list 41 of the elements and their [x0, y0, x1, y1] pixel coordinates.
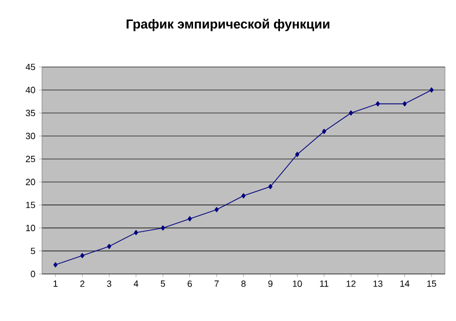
y-tick-label: 20	[26, 178, 36, 186]
point	[107, 244, 112, 249]
y-tick-label: 0	[30, 270, 36, 278]
x-tick-label: 13	[374, 280, 382, 287]
point	[376, 101, 380, 106]
x-tick-label: 2	[80, 280, 84, 287]
point	[295, 152, 300, 157]
x-tick-label: 15	[427, 280, 436, 287]
point	[268, 184, 272, 190]
x-tick-label: 9	[268, 280, 272, 287]
y-tick-label: 40	[26, 86, 36, 94]
point	[134, 230, 138, 236]
point	[402, 101, 407, 106]
chart-title: График эмпирической функции	[126, 18, 330, 32]
point	[241, 193, 246, 198]
point	[348, 110, 354, 116]
x-tick-label: 1	[54, 280, 58, 287]
point	[53, 262, 58, 268]
x-tick-label: 12	[346, 280, 356, 287]
y-tick-label: 35	[26, 110, 36, 116]
y-tick-label: 30	[26, 132, 36, 140]
x-tick-label: 8	[241, 280, 246, 287]
x-tick-label: 10	[292, 280, 302, 287]
y-tick-label: 25	[26, 156, 36, 162]
x-tick-label: 11	[320, 280, 328, 287]
point	[322, 128, 326, 134]
y-tick-label: 45	[26, 64, 36, 70]
point	[188, 216, 192, 222]
x-tick-label: 7	[214, 280, 219, 287]
point	[214, 206, 219, 212]
y-tick-label: 10	[26, 224, 36, 232]
x-tick-label: 14	[400, 280, 410, 287]
x-tick-label: 4	[134, 280, 138, 287]
y-tick-label: 5	[30, 248, 36, 254]
x-tick-label: 3	[107, 280, 112, 287]
x-tick-label: 5	[160, 280, 166, 287]
point	[160, 225, 165, 231]
point	[80, 252, 84, 258]
x-tick-label: 6	[188, 280, 192, 287]
y-tick-label: 15	[26, 202, 36, 208]
point	[430, 87, 434, 93]
